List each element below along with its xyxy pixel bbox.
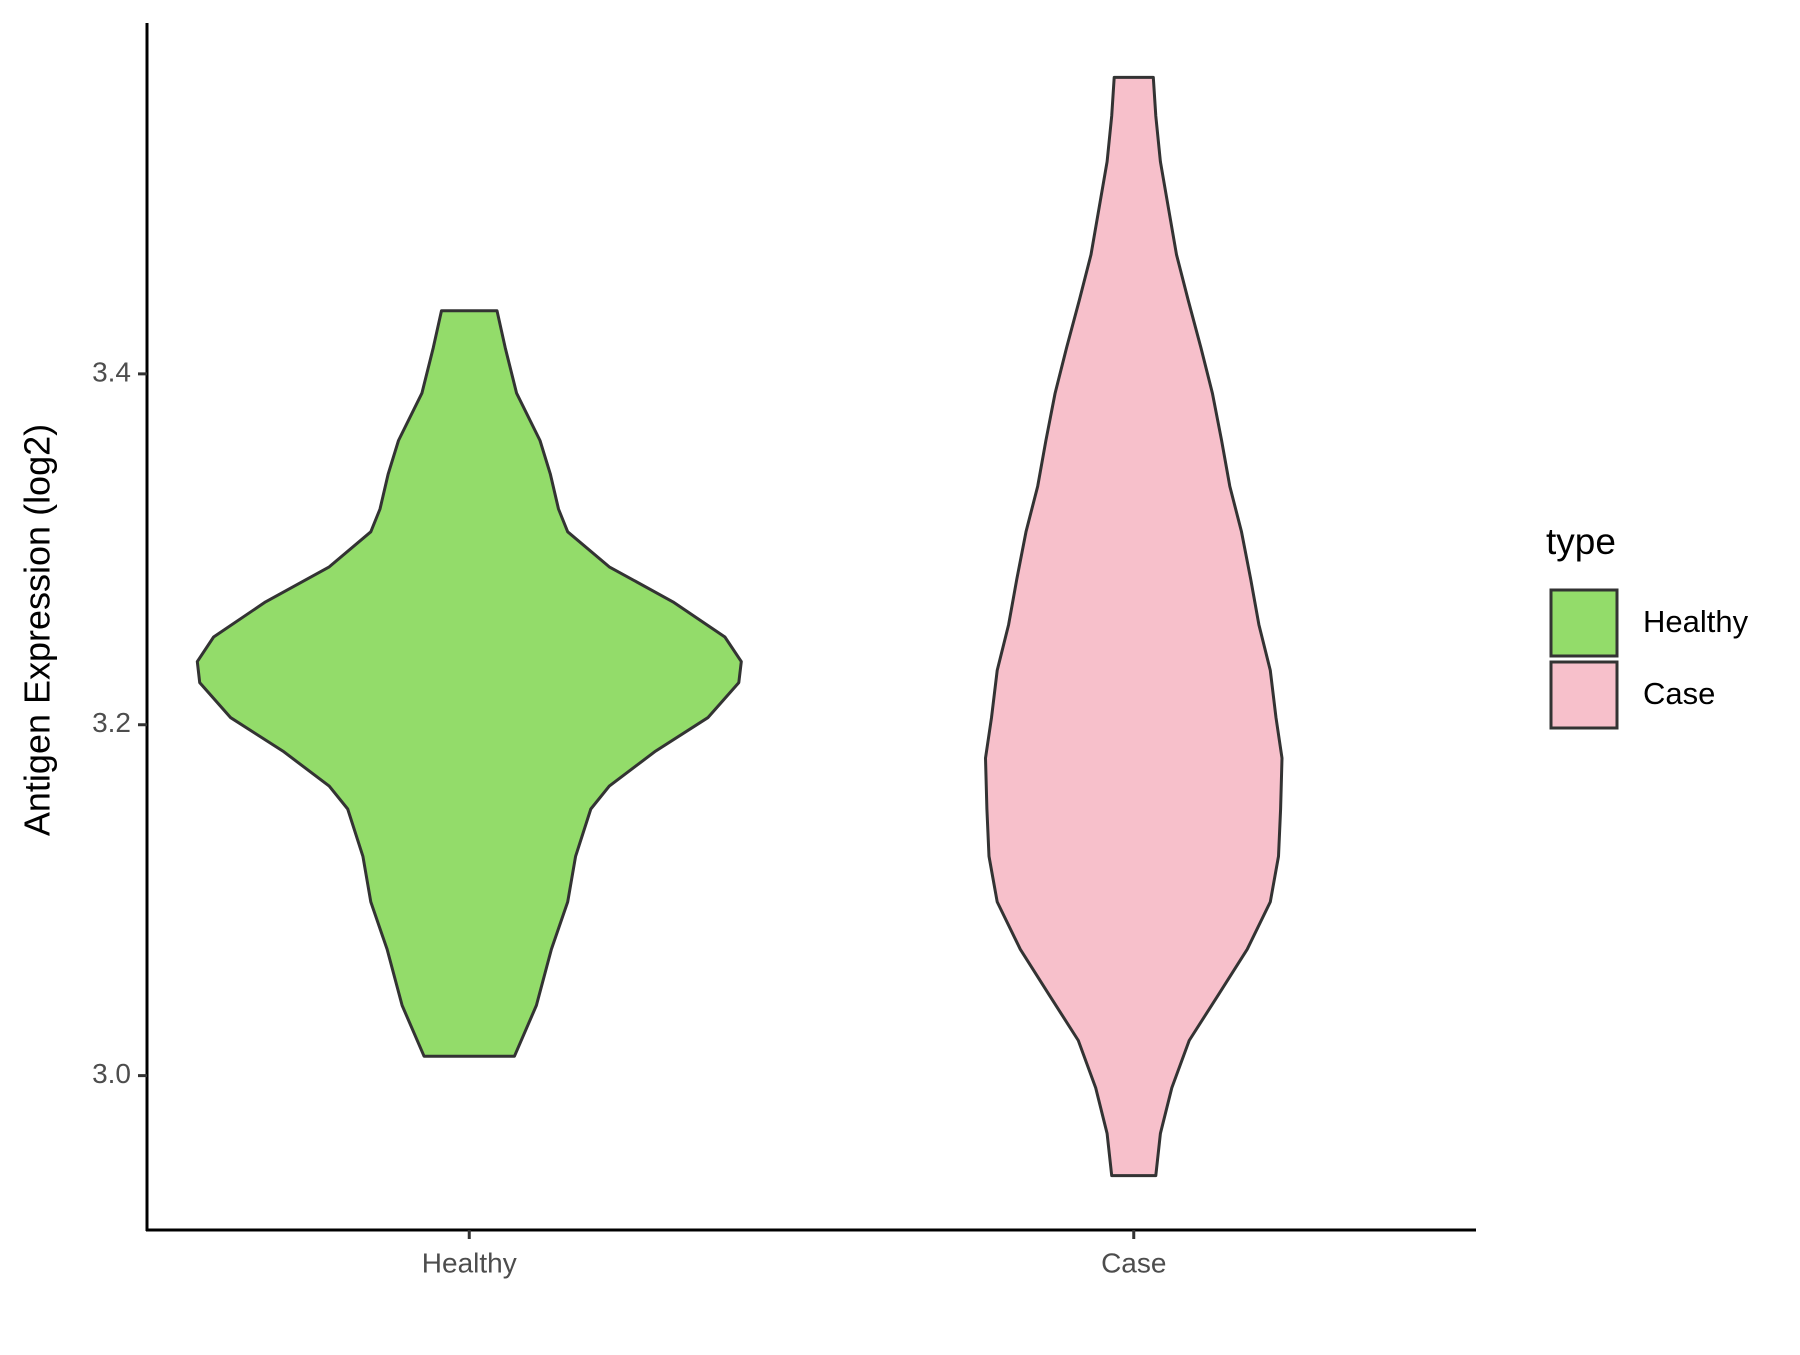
- violin: [195, 309, 743, 1058]
- legend-label: Healthy: [1643, 604, 1749, 639]
- legend-key: [1549, 588, 1619, 658]
- violin: [984, 75, 1284, 1178]
- y-tick-label: 3.4: [92, 356, 131, 387]
- legend-key: [1549, 660, 1619, 730]
- legend-title: type: [1546, 521, 1616, 562]
- x-tick-label: Case: [1101, 1247, 1166, 1278]
- legend-label: Case: [1643, 676, 1715, 711]
- y-tick-label: 3.2: [92, 707, 131, 738]
- y-axis-title: Antigen Expression (log2): [17, 424, 58, 836]
- y-tick-label: 3.0: [92, 1058, 131, 1089]
- x-tick-label: Healthy: [422, 1247, 517, 1278]
